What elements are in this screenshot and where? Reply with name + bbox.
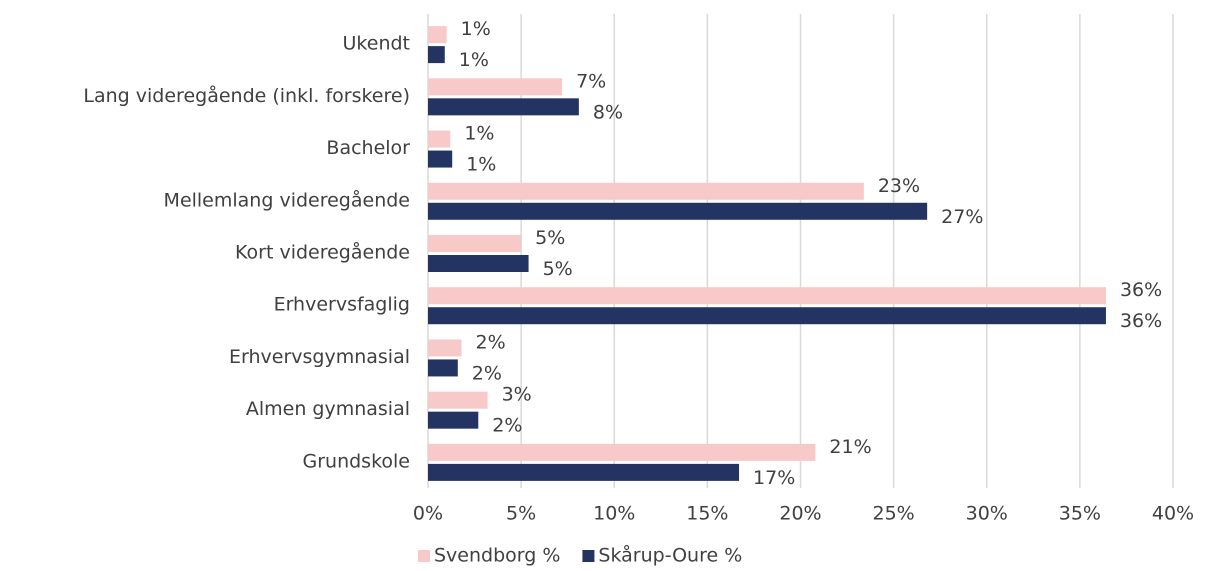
y-tick-label: Ukendt — [343, 33, 410, 55]
y-tick-label: Erhvervsgymnasial — [229, 346, 410, 368]
data-label: 17% — [753, 467, 795, 489]
bar — [428, 463, 740, 481]
data-label: 27% — [941, 206, 983, 228]
legend-swatch — [582, 550, 595, 562]
bar — [428, 98, 579, 116]
data-label: 5% — [543, 258, 573, 280]
bar — [428, 339, 462, 357]
x-tick-label: 30% — [966, 503, 1008, 525]
bar — [428, 26, 447, 44]
data-label: 36% — [1120, 279, 1162, 301]
y-tick-label: Almen gymnasial — [246, 398, 410, 420]
x-tick-label: 35% — [1059, 503, 1101, 525]
bar — [428, 391, 488, 409]
data-label: 23% — [878, 175, 920, 197]
bar — [428, 359, 458, 377]
legend-label: Skårup-Oure % — [598, 544, 742, 567]
data-label: 21% — [829, 436, 871, 458]
data-label: 1% — [459, 49, 489, 71]
bar — [428, 235, 522, 252]
data-label: 2% — [476, 331, 506, 353]
data-label: 5% — [535, 227, 565, 249]
y-tick-label: Lang videregående (inkl. forskere) — [83, 84, 410, 107]
y-tick-label: Kort videregående — [235, 241, 410, 264]
y-tick-label: Erhvervsfaglig — [274, 294, 410, 316]
data-label: 1% — [466, 154, 496, 176]
bar — [428, 307, 1106, 325]
data-label: 2% — [472, 362, 502, 384]
x-tick-label: 25% — [873, 503, 915, 525]
bar — [428, 46, 445, 64]
bar — [428, 130, 451, 148]
legend-swatch — [418, 550, 430, 562]
x-tick-label: 40% — [1152, 503, 1194, 525]
x-tick-label: 20% — [779, 503, 821, 525]
data-label: 2% — [492, 415, 522, 437]
x-tick-label: 0% — [413, 503, 443, 525]
bar — [428, 150, 453, 168]
bar — [428, 411, 479, 429]
bar — [428, 255, 529, 272]
y-tick-label: Mellemlang videregående — [164, 188, 410, 211]
data-label: 1% — [461, 18, 491, 40]
bar — [428, 182, 864, 200]
x-tick-label: 5% — [506, 503, 536, 525]
y-tick-label: Grundskole — [303, 450, 411, 472]
legend-label: Svendborg % — [434, 545, 560, 567]
bar — [428, 78, 563, 96]
data-label: 36% — [1120, 310, 1162, 332]
data-label: 7% — [576, 70, 606, 92]
y-tick-label: Bachelor — [326, 137, 410, 159]
bar — [428, 443, 816, 461]
bar — [428, 287, 1106, 305]
data-label: 8% — [593, 101, 623, 123]
x-tick-label: 10% — [593, 503, 635, 525]
x-tick-label: 15% — [686, 503, 728, 525]
bar — [428, 202, 928, 220]
data-label: 3% — [502, 384, 532, 406]
data-label: 1% — [464, 123, 494, 145]
